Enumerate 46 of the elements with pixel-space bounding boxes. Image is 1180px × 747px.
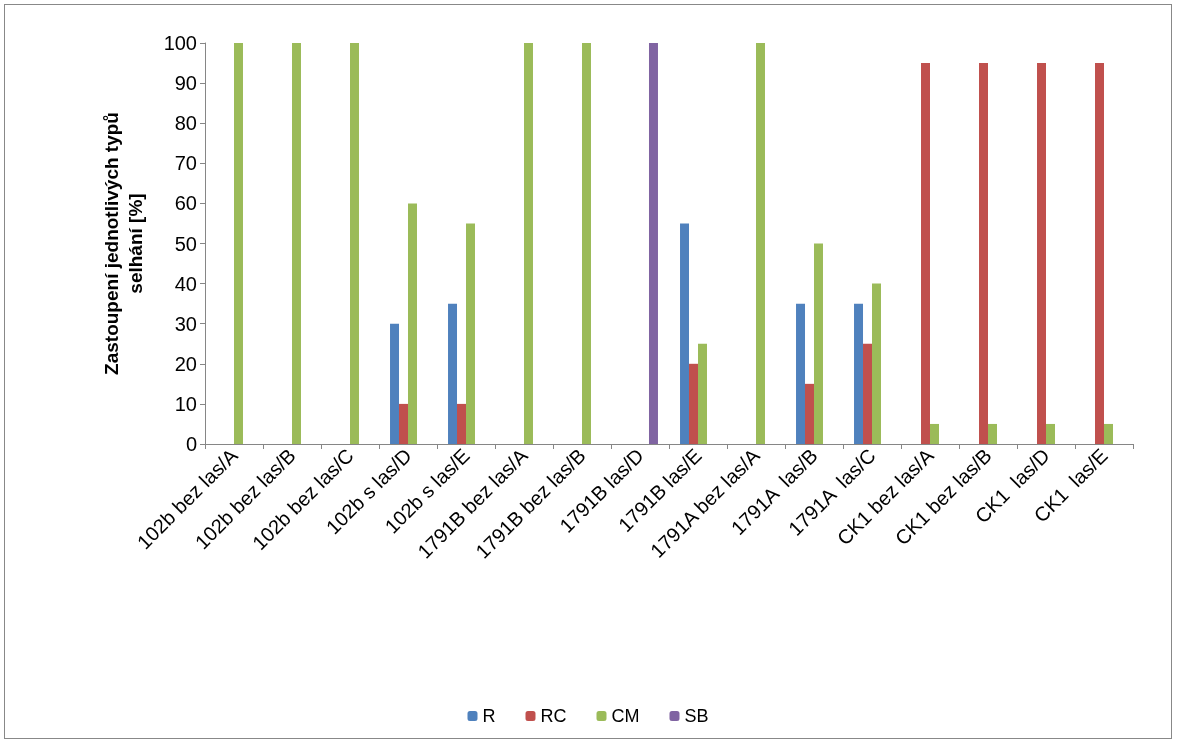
bar — [1037, 63, 1046, 444]
bar — [814, 243, 823, 444]
legend-label: RC — [540, 706, 567, 726]
y-tick-label: 40 — [174, 272, 197, 295]
bar — [689, 363, 698, 444]
y-tick-label: 50 — [174, 232, 197, 255]
y-tick-label: 80 — [174, 112, 197, 135]
bar — [921, 63, 930, 444]
bar — [1104, 423, 1113, 444]
bar — [524, 43, 533, 444]
bar — [680, 223, 690, 444]
bar — [756, 43, 765, 444]
y-axis-title: Zastoupení jednotlivých typů selhání [%] — [100, 112, 146, 375]
bar — [408, 203, 417, 444]
y-tick-label: 70 — [174, 152, 197, 175]
bar — [582, 43, 591, 444]
y-tick-label: 100 — [163, 32, 197, 54]
bar — [292, 43, 301, 444]
y-tick-label: 90 — [174, 72, 197, 95]
legend-label: SB — [684, 706, 709, 726]
bar — [448, 303, 458, 444]
bar — [979, 63, 988, 444]
y-tick-label: 10 — [174, 392, 197, 415]
bar — [1095, 63, 1104, 444]
bar — [234, 43, 243, 444]
bar — [854, 303, 864, 444]
bar — [796, 303, 806, 444]
legend-label: CM — [611, 706, 640, 726]
bar — [930, 423, 939, 444]
bar — [648, 43, 658, 444]
y-tick-label: 60 — [174, 192, 197, 215]
bar — [466, 223, 475, 444]
bar — [988, 423, 997, 444]
legend-label: R — [482, 706, 496, 726]
bar — [390, 323, 400, 444]
bar — [457, 403, 466, 444]
bar — [872, 283, 881, 444]
bar — [1046, 423, 1055, 444]
y-tick-label: 0 — [185, 433, 197, 455]
bar — [399, 403, 408, 444]
bar — [350, 43, 359, 444]
y-tick-label: 20 — [174, 352, 197, 375]
bar — [805, 383, 814, 444]
bar — [863, 343, 872, 444]
y-tick-label: 30 — [174, 312, 197, 335]
bar — [698, 343, 707, 444]
